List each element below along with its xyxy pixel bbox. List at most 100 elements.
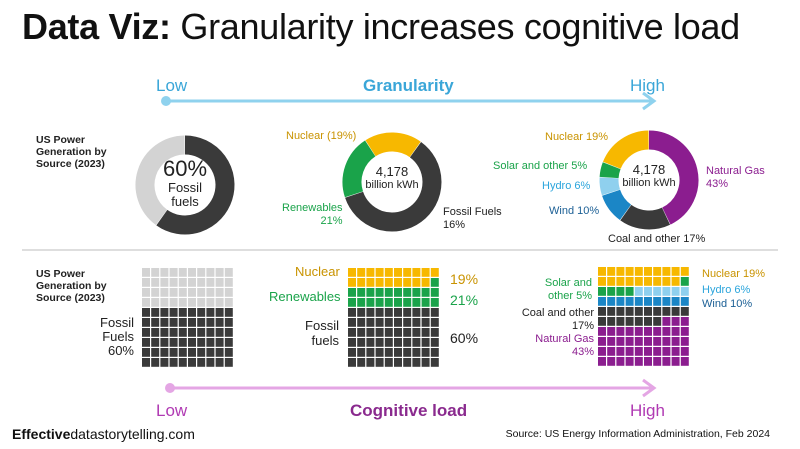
donut-high-nuclear-label: Nuclear 19%: [545, 131, 608, 143]
waffle-low-cell-other: [197, 278, 206, 287]
waffle-high-cell-natural-gas: [662, 327, 671, 336]
waffle-low-cell-fossil-fuels: [142, 348, 150, 357]
waffle-low-cell-other: [188, 288, 196, 297]
waffle-mid-cell-renewables: [348, 288, 356, 297]
granularity-low-label: Low: [156, 76, 188, 95]
waffle-mid-cell-fossil-fuels: [375, 318, 384, 327]
cognitive-low-label: Low: [156, 401, 188, 420]
waffle-high-cell-coal-and-other: [634, 317, 643, 326]
waffle-mid-cell-fossil-fuels: [375, 328, 384, 337]
waffle-mid-cell-nuclear: [366, 278, 375, 287]
waffle-high-cell-hydro: [671, 287, 680, 296]
waffle-low-cell-fossil-fuels: [169, 338, 178, 347]
waffle-high-cell-wind: [634, 297, 643, 306]
waffle-low-cell-other: [224, 298, 233, 307]
waffle-mid-cell-renewables: [357, 288, 366, 297]
waffle-high-cell-natural-gas: [680, 337, 689, 346]
waffle-mid-cell-fossil-fuels: [348, 358, 356, 367]
waffle-low-cell-fossil-fuels: [142, 338, 150, 347]
waffle-low-cell-fossil-fuels: [160, 348, 169, 357]
waffle-low-cell-other: [160, 288, 169, 297]
waffle-high-cell-nuclear: [616, 267, 625, 276]
donut-high-slice-nuclear: [602, 130, 650, 170]
waffle-high-cell-natural-gas: [634, 347, 643, 356]
waffle-low-cell-fossil-fuels: [197, 328, 206, 337]
waffle-low-cell-other: [178, 268, 187, 277]
waffle-high-cell-nuclear: [607, 267, 616, 276]
waffle-mid-cell-renewables: [430, 288, 439, 297]
waffle-high-cell-natural-gas: [607, 347, 616, 356]
waffle-high-cell-natural-gas: [653, 327, 662, 336]
waffle-mid-cell-fossil-fuels: [430, 358, 439, 367]
waffle-low-cell-other: [206, 288, 215, 297]
waffle-high-cell-nuclear: [616, 277, 625, 286]
waffle-mid-cell-fossil-fuels: [394, 348, 402, 357]
waffle-mid-cell-renewables: [412, 298, 421, 307]
waffle-mid-cell-fossil-fuels: [394, 308, 402, 317]
waffle-high-cell-natural-gas: [671, 337, 680, 346]
donut-high-slice-wind: [602, 189, 632, 221]
waffle-mid-cell-nuclear: [403, 268, 412, 277]
waffle-low-cell-fossil-fuels: [224, 338, 233, 347]
waffle-high-cell-wind: [607, 297, 616, 306]
waffle-low-cell-fossil-fuels: [206, 358, 215, 367]
waffle-mid-cell-fossil-fuels: [403, 348, 412, 357]
page-title: Data Viz: Granularity increases cognitiv…: [22, 6, 740, 47]
waffle-high-cell-coal-and-other: [644, 317, 652, 326]
waffle-low-cell-fossil-fuels: [215, 318, 224, 327]
granularity-arrow-start-dot: [161, 96, 171, 106]
waffle-mid-cell-fossil-fuels: [421, 318, 430, 327]
waffle-mid-cell-renewables: [421, 298, 430, 307]
donut-high-slice-hydro: [599, 177, 621, 196]
waffle-high-cell-wind: [662, 297, 671, 306]
waffle-low-cell-fossil-fuels: [169, 318, 178, 327]
waffle-mid-cell-nuclear: [348, 278, 356, 287]
waffle-high-cell-wind: [598, 297, 606, 306]
waffle-high-coal-label: Coal and other 17%: [521, 307, 594, 332]
granularity-label: Granularity: [363, 76, 454, 95]
donut-high-slice-natural-gas: [648, 130, 699, 225]
waffle-low-cell-other: [160, 268, 169, 277]
waffle-low-cell-fossil-fuels: [197, 318, 206, 327]
waffle-low-cell-other: [215, 268, 224, 277]
waffle-mid-cell-fossil-fuels: [421, 308, 430, 317]
donut-high-slice-coal-and-other: [620, 204, 671, 230]
waffle-high-cell-wind: [625, 297, 634, 306]
waffle-mid-cell-fossil-fuels: [412, 318, 421, 327]
cognitive-label: Cognitive load: [350, 401, 468, 420]
waffle-mid-cell-fossil-fuels: [366, 308, 375, 317]
waffle-low-cell-other: [160, 298, 169, 307]
waffle-high-cell-coal-and-other: [625, 317, 634, 326]
waffle-low-cell-fossil-fuels: [224, 348, 233, 357]
waffle-high-cell-nuclear: [644, 267, 652, 276]
waffle-high-cell-natural-gas: [616, 337, 625, 346]
waffle-low-cell-other: [215, 288, 224, 297]
waffle-mid-cell-nuclear: [357, 278, 366, 287]
waffle-low-cell-fossil-fuels: [151, 308, 160, 317]
waffle-low-cell-other: [188, 298, 196, 307]
donut-high-hydro-label: Hydro 6%: [542, 180, 591, 192]
waffle-low-cell-other: [169, 268, 178, 277]
waffle-high-cell-natural-gas: [662, 347, 671, 356]
waffle-mid-cell-fossil-fuels: [412, 348, 421, 357]
waffle-high-cell-natural-gas: [607, 357, 616, 366]
waffle-high-cell-nuclear: [607, 277, 616, 286]
waffle-high-cell-nuclear: [598, 267, 606, 276]
waffle-high-cell-hydro: [644, 287, 652, 296]
waffle-mid-cell-fossil-fuels: [412, 308, 421, 317]
waffle-low-cell-fossil-fuels: [197, 348, 206, 357]
waffle-high-cell-nuclear: [634, 277, 643, 286]
waffle-low-cell-fossil-fuels: [188, 328, 196, 337]
waffle-mid-cell-fossil-fuels: [394, 338, 402, 347]
waffle-low-cell-other: [197, 288, 206, 297]
waffle-low-cell-other: [142, 288, 150, 297]
waffle-mid-cell-renewables: [384, 298, 393, 307]
waffle-mid-cell-fossil-fuels: [430, 328, 439, 337]
waffle-low-cell-fossil-fuels: [151, 328, 160, 337]
waffle-mid-cell-renewables: [394, 288, 402, 297]
waffle-low-cell-fossil-fuels: [160, 318, 169, 327]
waffle-low-cell-other: [224, 268, 233, 277]
waffle-mid-cell-nuclear: [384, 278, 393, 287]
subtitle-bottom: US Power Generation by Source (2023): [36, 268, 107, 304]
waffle-high-cell-natural-gas: [644, 337, 652, 346]
